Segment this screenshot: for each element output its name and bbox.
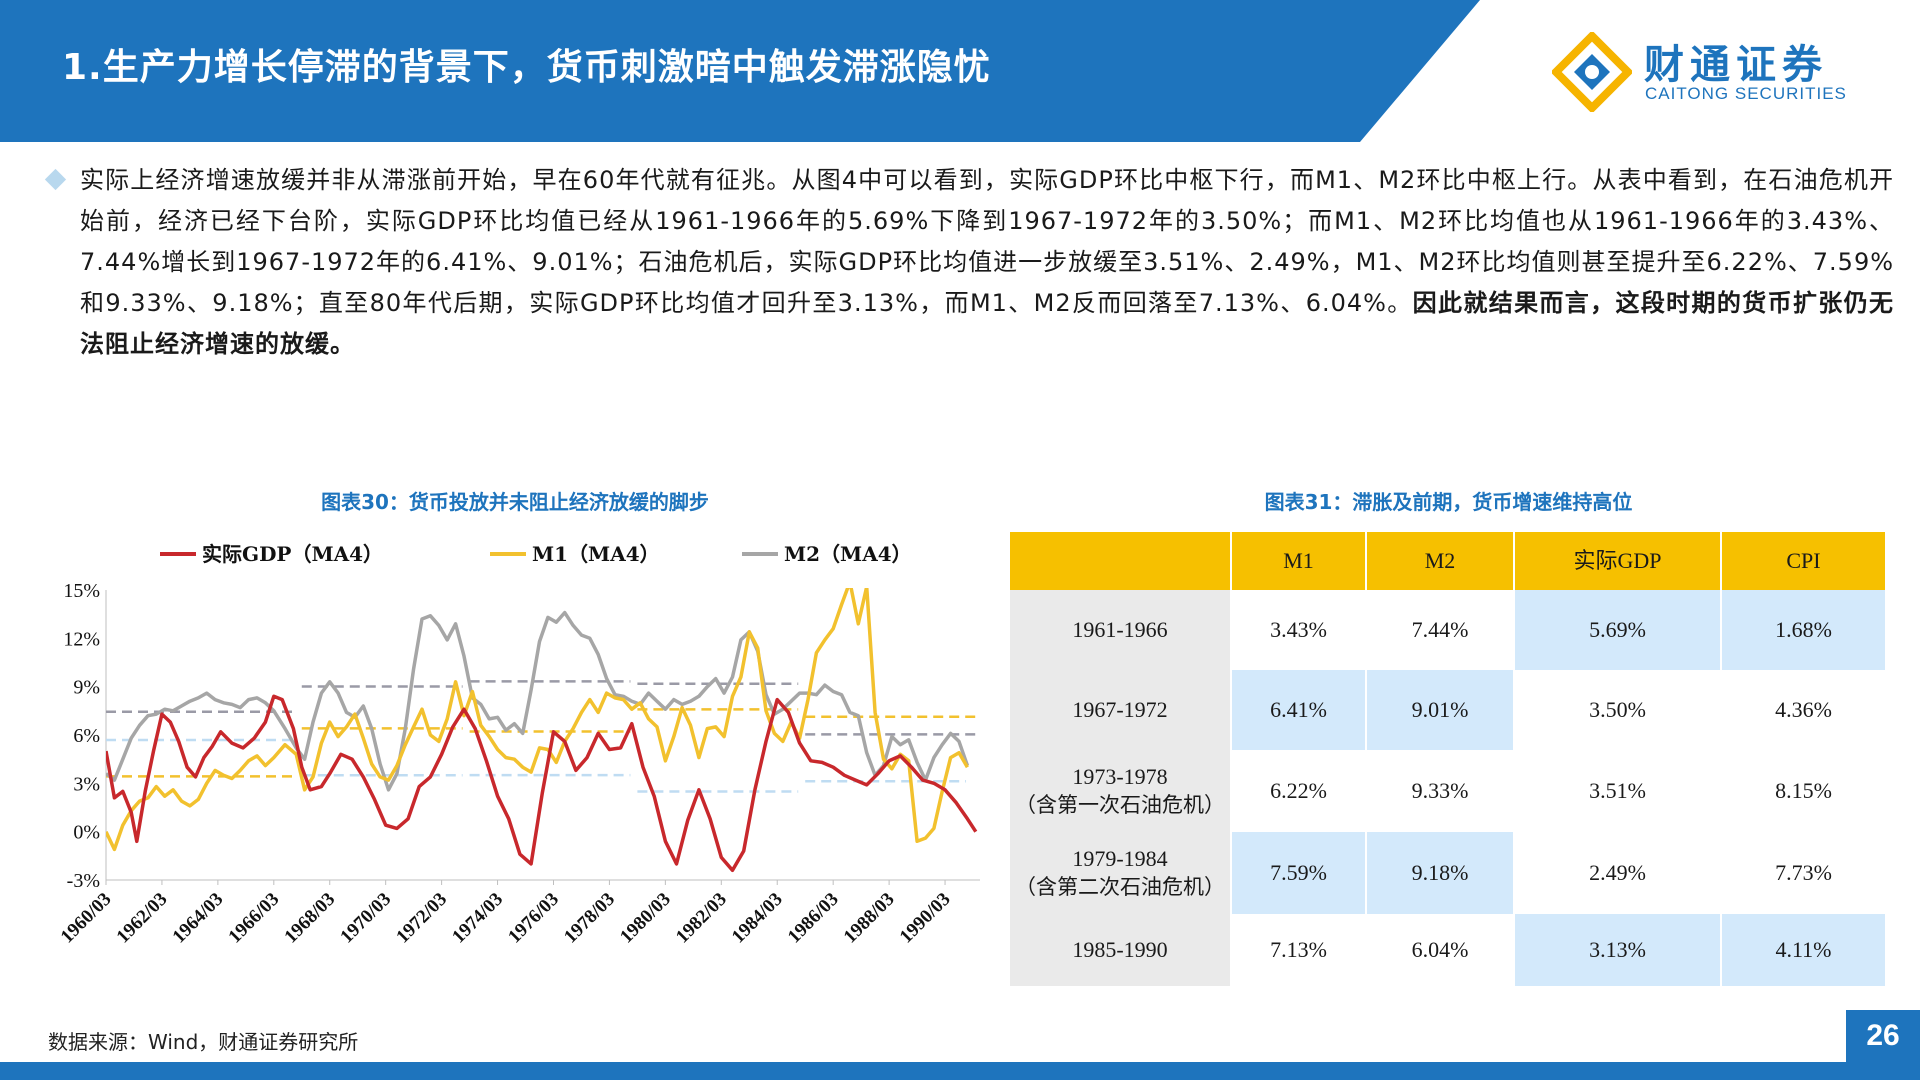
x-tick-label: 1970/03 xyxy=(336,889,395,948)
x-tick-label: 1986/03 xyxy=(784,889,843,948)
table-header-cell: M2 xyxy=(1367,532,1513,590)
x-tick-label: 1966/03 xyxy=(224,889,283,948)
period-label: 1979-1984 xyxy=(1072,846,1168,871)
table-value-cell: 6.41% xyxy=(1232,670,1365,750)
bullet-diamond-icon xyxy=(44,168,67,191)
table-caption: 图表31：滞胀及前期，货币增速维持高位 xyxy=(1264,490,1633,514)
table-value-cell: 8.15% xyxy=(1775,778,1832,803)
money-vs-gdp-line-chart: 15%12%9%6%3%0%-3%1960/031962/031964/0319… xyxy=(57,542,980,948)
table-value-cell: 5.69% xyxy=(1515,590,1720,670)
y-tick-label: 3% xyxy=(73,773,100,795)
y-tick-label: 0% xyxy=(73,822,100,844)
legend-label: M2（MA4） xyxy=(784,542,912,566)
x-tick-label: 1976/03 xyxy=(504,889,563,948)
y-tick-label: 15% xyxy=(63,580,100,602)
series-line-gdp xyxy=(106,694,978,873)
table-value-cell: 7.73% xyxy=(1775,860,1832,885)
table-value-cell: 4.11% xyxy=(1722,914,1885,986)
table-value-cell: 7.44% xyxy=(1411,617,1469,642)
table-header-row: M1 M2 实际GDP CPI xyxy=(1010,532,1887,590)
x-tick-label: 1960/03 xyxy=(57,889,116,948)
legend-label: M1（MA4） xyxy=(532,542,660,566)
paragraph-normal-text: 实际上经济增速放缓并非从滞涨前开始，早在60年代就有征兆。从图4中可以看到，实际… xyxy=(80,166,1895,317)
table-header-cell: 实际GDP xyxy=(1515,532,1720,590)
period-label: 1985-1990 xyxy=(1072,937,1168,962)
table-row: 1961-1966 3.43% 7.44% 5.69% 1.68% xyxy=(1010,590,1887,670)
page-number: 26 xyxy=(1846,1010,1920,1062)
y-tick-label: 12% xyxy=(63,628,100,650)
table-period-cell: 1967-1972 xyxy=(1010,670,1230,750)
header-bar: 1.生产力增长停滞的背景下，货币刺激暗中触发滞涨隐忧 财通证券 CAITONG … xyxy=(0,0,1920,142)
table-row: 1979-1984 （含第二次石油危机） 7.59% 9.18% 2.49% 7.73% xyxy=(1010,832,1887,914)
x-tick-label: 1964/03 xyxy=(169,889,228,948)
table-row: 1973-1978 （含第一次石油危机） 6.22% 9.33% 3.51% 8.15% xyxy=(1010,750,1887,832)
x-tick-label: 1972/03 xyxy=(392,889,451,948)
table-value-cell: 9.01% xyxy=(1367,670,1513,750)
x-tick-label: 1988/03 xyxy=(840,889,899,948)
period-label: 1973-1978 xyxy=(1072,764,1168,789)
table-header-cell xyxy=(1010,532,1230,590)
table-header-cell: M1 xyxy=(1232,532,1365,590)
x-tick-label: 1984/03 xyxy=(728,889,787,948)
table-header-cell: CPI xyxy=(1722,532,1885,590)
chart-caption: 图表30：货币投放并未阻止经济放缓的脚步 xyxy=(321,490,709,514)
x-tick-label: 1990/03 xyxy=(896,889,955,948)
company-logo: 财通证券 CAITONG SECURITIES xyxy=(1552,28,1892,114)
y-tick-label: -3% xyxy=(67,870,100,892)
table-value-cell: 6.04% xyxy=(1411,937,1469,962)
series-line-m2 xyxy=(106,610,970,792)
x-tick-label: 1978/03 xyxy=(560,889,619,948)
series-line-m1 xyxy=(106,588,969,852)
table-value-cell: 6.22% xyxy=(1270,778,1327,803)
table-period-cell: 1961-1966 xyxy=(1010,590,1230,670)
table-value-cell: 3.43% xyxy=(1270,617,1327,642)
paragraph-bold-conclusion: 因此就结果而言，这段时期的货币扩张仍无法阻止经济增速的放缓。 xyxy=(80,289,1894,358)
x-tick-label: 1980/03 xyxy=(616,889,675,948)
table-value-cell: 7.13% xyxy=(1270,937,1327,962)
legend-label: 实际GDP（MA4） xyxy=(202,542,383,566)
body-text: 实际上经济增速放缓并非从滞涨前开始，早在60年代就有征兆。从图4中可以看到，实际… xyxy=(44,160,1894,365)
period-label: 1961-1966 xyxy=(1072,617,1168,642)
x-tick-label: 1974/03 xyxy=(448,889,507,948)
table-value-cell: 1.68% xyxy=(1722,590,1885,670)
period-label: 1967-1972 xyxy=(1072,697,1168,722)
table-period-cell: 1979-1984 （含第二次石油危机） xyxy=(1010,832,1230,914)
table-value-cell: 2.49% xyxy=(1589,860,1646,885)
footer-bar xyxy=(0,1062,1920,1080)
table-value-cell: 4.36% xyxy=(1775,697,1832,722)
table-row: 1985-1990 7.13% 6.04% 3.13% 4.11% xyxy=(1010,914,1887,986)
x-tick-label: 1962/03 xyxy=(113,889,172,948)
body-paragraph: 实际上经济增速放缓并非从滞涨前开始，早在60年代就有征兆。从图4中可以看到，实际… xyxy=(80,160,1894,365)
table-value-cell: 7.59% xyxy=(1232,832,1365,914)
logo-text-cn: 财通证券 xyxy=(1644,42,1828,88)
logo-text-en: CAITONG SECURITIES xyxy=(1645,84,1847,103)
y-tick-label: 9% xyxy=(73,677,100,699)
stagflation-money-table: M1 M2 实际GDP CPI 1961-1966 3.43% 7.44% 5.69% 1.68… xyxy=(1010,532,1887,986)
x-tick-label: 1982/03 xyxy=(672,889,731,948)
table-value-cell: 9.33% xyxy=(1411,778,1469,803)
table-row: 1967-1972 6.41% 9.01% 3.50% 4.36% xyxy=(1010,670,1887,750)
logo-emblem-icon xyxy=(1552,32,1632,112)
table-period-cell: 1985-1990 xyxy=(1010,914,1230,986)
period-note: （含第二次石油危机） xyxy=(1015,875,1225,899)
table-period-cell: 1973-1978 （含第一次石油危机） xyxy=(1010,750,1230,832)
table-value-cell: 3.50% xyxy=(1589,697,1646,722)
y-tick-label: 6% xyxy=(73,725,100,747)
table-value-cell: 9.18% xyxy=(1367,832,1513,914)
table-value-cell: 3.13% xyxy=(1515,914,1720,986)
data-source-note: 数据来源：Wind，财通证券研究所 xyxy=(48,1030,359,1054)
period-note: （含第一次石油危机） xyxy=(1015,793,1225,817)
table-value-cell: 3.51% xyxy=(1589,778,1646,803)
x-tick-label: 1968/03 xyxy=(280,889,339,948)
page-title: 1.生产力增长停滞的背景下，货币刺激暗中触发滞涨隐忧 xyxy=(62,47,991,88)
